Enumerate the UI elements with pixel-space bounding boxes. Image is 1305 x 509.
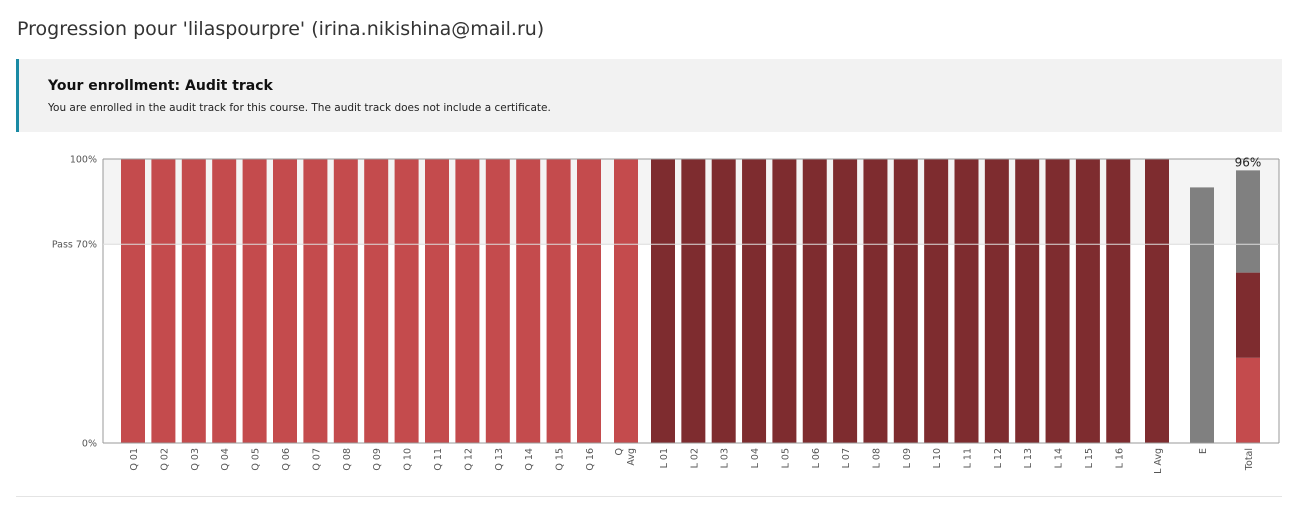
x-tick-label-l-14: L 14 <box>1054 448 1065 468</box>
bar-total-q <box>1236 357 1260 443</box>
bar-q-avg <box>614 159 638 443</box>
y-ticks: 0% Pass 70% 100% <box>52 155 97 450</box>
x-tick-label-l-13: L 13 <box>1023 448 1034 468</box>
bar-q-03 <box>181 159 206 443</box>
bar-l-10 <box>924 159 949 443</box>
bar-l-07 <box>833 159 858 443</box>
bar-l-06 <box>802 159 827 443</box>
x-tick-label-q-avg: Q <box>614 448 625 455</box>
x-tick-label-q-04: Q 04 <box>220 448 231 471</box>
bar-total-l <box>1236 272 1260 358</box>
x-tick-label-q-13: Q 13 <box>494 448 505 471</box>
enrollment-title: Your enrollment: Audit track <box>48 78 273 94</box>
bar-q-13 <box>485 159 510 443</box>
x-tick-label-l-07: L 07 <box>841 448 852 468</box>
x-tick-label-q-16: Q 16 <box>585 448 596 471</box>
bar-l-13 <box>1015 159 1040 443</box>
x-tick-label-l-03: L 03 <box>720 448 731 468</box>
x-tick-label-q-12: Q 12 <box>463 448 474 471</box>
bar-l-01 <box>651 159 675 443</box>
bar-q-16 <box>577 159 601 443</box>
x-tick-label-q-07: Q 07 <box>311 448 322 471</box>
x-tick-label-q-06: Q 06 <box>281 448 292 471</box>
x-tick-label-l-04: L 04 <box>750 448 761 468</box>
x-tick-label-q-10: Q 10 <box>403 448 414 471</box>
x-tick-label-l-05: L 05 <box>780 448 791 468</box>
x-tick-label-q-03: Q 03 <box>190 448 201 471</box>
bar-l-11 <box>954 159 979 443</box>
bar-q-15 <box>546 159 571 443</box>
x-tick-label-l-09: L 09 <box>902 448 913 468</box>
bars <box>121 159 1260 443</box>
x-tick-label-q-05: Q 05 <box>251 448 262 471</box>
bar-q-06 <box>273 159 297 443</box>
x-tick-label-q-02: Q 02 <box>159 448 170 471</box>
bar-q-05 <box>242 159 267 443</box>
x-tick-label-l-06: L 06 <box>811 448 822 468</box>
bar-l-12 <box>984 159 1009 443</box>
bar-q-10 <box>394 159 419 443</box>
progress-chart: 0%Pass 70%100% Q 01 Q 02 Q 03 Q 04 Q 05 Q 06 Q… <box>52 155 1280 474</box>
bar-l-08 <box>863 159 888 443</box>
bar-l-15 <box>1075 159 1100 443</box>
bar-q-12 <box>455 159 480 443</box>
x-tick-label-l-11: L 11 <box>963 448 974 468</box>
bar-l-03 <box>711 159 736 443</box>
x-tick-label-total: Total <box>1244 448 1255 471</box>
bar-l-09 <box>893 159 918 443</box>
x-tick-label-l-08: L 08 <box>871 448 882 468</box>
bar-q-07 <box>303 159 328 443</box>
x-tick-label-l-02: L 02 <box>689 448 700 468</box>
bar-q-04 <box>212 159 237 443</box>
x-tick-label-q-01: Q 01 <box>129 448 140 471</box>
data-labels: 96% <box>1235 155 1262 169</box>
bar-l-14 <box>1045 159 1070 443</box>
x-tick-label-q-08: Q 08 <box>342 448 353 471</box>
x-tick-label-l-12: L 12 <box>993 448 1004 468</box>
bar-l-16 <box>1106 159 1131 443</box>
bar-e <box>1190 187 1214 443</box>
y-tick-label: 100% <box>70 155 97 166</box>
page-title: Progression pour 'lilaspourpre' (irina.n… <box>17 18 545 40</box>
x-ticks: Q 01 Q 02 Q 03 Q 04 Q 05 Q 06 Q 07 Q 08 Q 09 Q 10… <box>129 448 1255 474</box>
x-tick-label-q-avg: Avg <box>626 448 637 466</box>
bar-q-09 <box>364 159 389 443</box>
bar-total-e <box>1236 170 1260 273</box>
axes <box>102 158 1280 444</box>
x-tick-label-l-16: L 16 <box>1114 448 1125 468</box>
total-value-label: 96% <box>1235 155 1262 169</box>
y-tick-label: Pass 70% <box>52 240 97 251</box>
bar-l-04 <box>742 159 767 443</box>
x-tick-label-q-15: Q 15 <box>555 448 566 471</box>
bar-l-avg <box>1145 159 1169 443</box>
bar-l-05 <box>772 159 797 443</box>
bar-q-11 <box>425 159 449 443</box>
x-tick-label-l-avg: L Avg <box>1153 448 1164 474</box>
bar-l-02 <box>681 159 706 443</box>
divider <box>16 496 1282 497</box>
x-tick-label-l-01: L 01 <box>659 448 670 468</box>
enrollment-notice: Your enrollment: Audit track You are enr… <box>16 59 1282 132</box>
bar-q-08 <box>333 159 358 443</box>
x-tick-label-q-14: Q 14 <box>524 448 535 471</box>
x-tick-label-l-10: L 10 <box>932 448 943 468</box>
enrollment-message: You are enrolled in the audit track for … <box>48 102 551 114</box>
x-tick-label-q-11: Q 11 <box>433 448 444 471</box>
bar-q-14 <box>516 159 541 443</box>
y-tick-label: 0% <box>82 439 97 450</box>
bar-q-02 <box>151 159 176 443</box>
x-tick-label-l-15: L 15 <box>1084 448 1095 468</box>
bar-q-01 <box>121 159 145 443</box>
x-tick-label-e: E <box>1198 448 1209 454</box>
x-tick-label-q-09: Q 09 <box>372 448 383 471</box>
